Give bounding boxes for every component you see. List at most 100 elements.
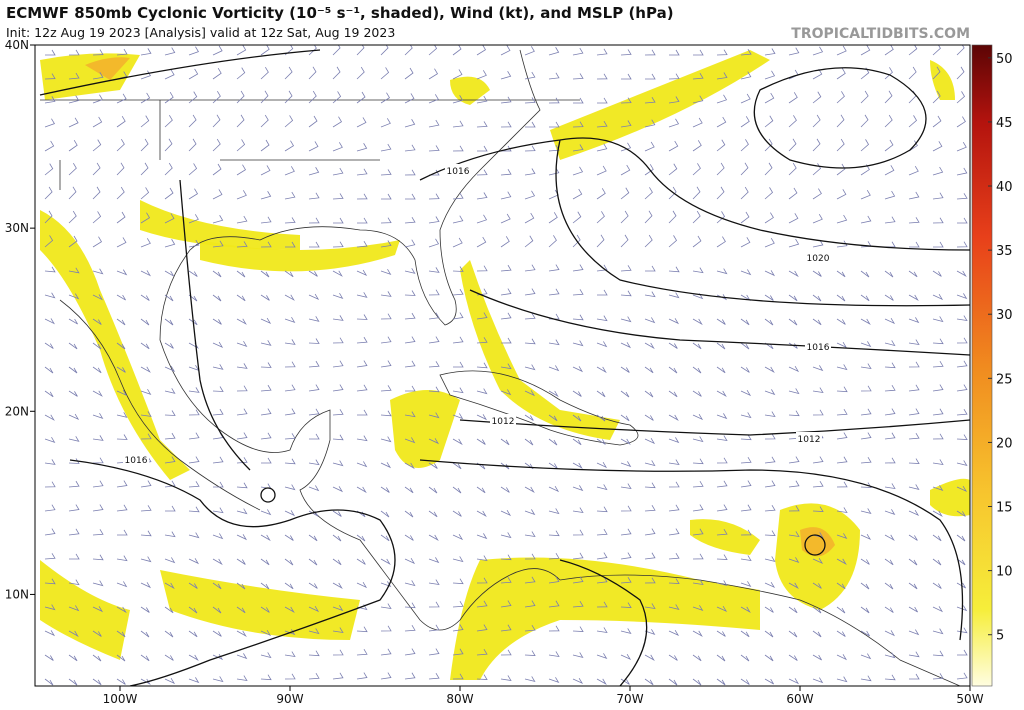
wind-barb: [332, 241, 344, 248]
wind-barb: [500, 486, 510, 493]
wind-barb: [188, 188, 199, 200]
wind-barb: [524, 121, 536, 128]
wind-barb: [764, 187, 774, 200]
wind-barb: [932, 582, 942, 589]
wind-barb: [908, 558, 918, 566]
wind-barb: [572, 314, 584, 321]
wind-barb: [284, 651, 296, 658]
wind-barb: [740, 162, 749, 176]
wind-barb: [476, 45, 487, 56]
wind-barb: [116, 606, 127, 614]
wind-barb: [68, 117, 79, 128]
wind-barb: [164, 115, 173, 128]
wind-barb: [692, 390, 702, 397]
wind-barb: [812, 68, 823, 80]
wind-barb: [164, 69, 175, 80]
wind-barb: [668, 366, 678, 374]
wind-barb: [332, 116, 343, 128]
wind-barb: [884, 90, 893, 104]
wind-barb: [884, 408, 896, 416]
wind-barb: [404, 602, 416, 609]
wind-barb: [644, 342, 655, 350]
wind-barb: [716, 116, 727, 128]
wind-barb: [908, 339, 920, 346]
wind-barb: [884, 67, 893, 80]
wind-barb: [956, 510, 966, 517]
wind-barb: [668, 49, 680, 56]
wind-barb: [260, 114, 269, 128]
x-tick-label: 50W: [956, 692, 983, 706]
x-tick-label: 70W: [616, 692, 643, 706]
wind-barb: [956, 293, 968, 300]
wind-barb: [260, 139, 270, 152]
wind-barb: [500, 236, 510, 248]
isobar-labels: 1016 1020 1016 1012 1012 1016: [123, 164, 831, 466]
isobar-label-bg: [490, 414, 516, 426]
wind-barb: [836, 507, 848, 513]
wind-barb: [908, 191, 920, 200]
wind-barb: [548, 121, 560, 128]
wind-barb: [524, 288, 536, 296]
wind-barb: [68, 605, 80, 612]
wind-barb: [860, 653, 872, 660]
wind-barb: [428, 462, 438, 469]
wind-barb: [524, 235, 534, 248]
wind-barb: [644, 505, 656, 512]
wind-barb: [764, 433, 776, 440]
wind-barb: [284, 241, 296, 248]
wind-barb: [740, 48, 752, 56]
wind-barb: [188, 239, 200, 248]
wind-barb: [620, 505, 632, 512]
wind-barb: [68, 553, 80, 560]
wind-barb: [812, 557, 824, 565]
wind-barb: [572, 485, 584, 492]
wind-barb: [452, 266, 464, 272]
wind-barb: [836, 45, 847, 56]
wind-barb: [476, 624, 488, 632]
wind-barb: [140, 162, 149, 176]
wind-barb: [380, 45, 389, 56]
wind-barb: [68, 436, 80, 442]
wind-barb: [548, 677, 560, 684]
wind-barb: [860, 630, 870, 637]
wind-barb: [164, 213, 175, 224]
wind-barb: [596, 461, 608, 469]
wind-barb: [356, 409, 368, 416]
isobar-label: 1016: [807, 343, 830, 353]
wind-barb: [884, 630, 896, 637]
wind-barb: [644, 164, 654, 176]
wind-barb: [572, 626, 584, 633]
wind-barb: [740, 555, 752, 561]
wind-barb: [356, 269, 368, 276]
wind-barb: [212, 138, 221, 152]
wind-barb: [92, 236, 103, 248]
wind-barb: [236, 90, 245, 104]
wind-barb: [524, 600, 536, 608]
wind-barb: [884, 340, 896, 347]
wind-barb: [188, 91, 198, 104]
wind-barb: [524, 264, 536, 272]
wind-barb: [116, 434, 128, 440]
wind-barb: [188, 506, 200, 513]
wind-barb: [92, 529, 104, 536]
wind-barb: [92, 211, 102, 224]
wind-barb: [260, 294, 270, 301]
wind-barb: [68, 480, 80, 488]
wind-barb: [620, 528, 632, 536]
wind-barb: [428, 486, 438, 494]
wind-barb: [836, 606, 846, 614]
wind-barb: [284, 191, 296, 200]
wind-barb: [140, 48, 152, 56]
wind-barb: [524, 390, 536, 397]
wind-barb: [932, 606, 944, 613]
wind-barb: [572, 73, 584, 80]
wind-barb: [956, 241, 968, 248]
wind-barb: [740, 434, 752, 441]
wind-barb: [764, 92, 775, 104]
wind-barb: [620, 414, 630, 422]
wind-barb: [716, 49, 728, 56]
wind-barb: [860, 432, 872, 440]
wind-barb: [716, 268, 728, 275]
wind-barb: [212, 215, 224, 224]
wind-barb: [500, 71, 512, 80]
